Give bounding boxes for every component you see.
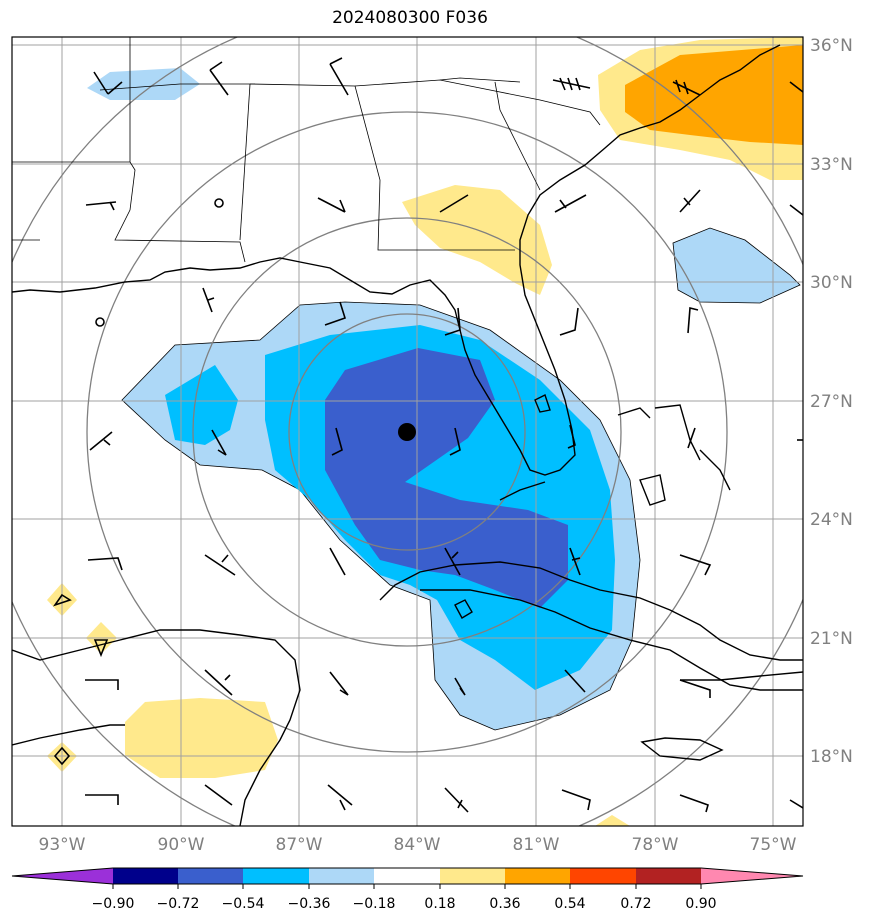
cuba-coast [379,561,803,661]
yellow-region-yucatan [125,698,278,778]
cuba-south [420,589,803,691]
pine-island [454,599,473,619]
colorbar-segment [570,868,636,884]
colorbar-segment-extend-min [12,868,113,884]
colorbar-segment [440,868,505,884]
lon-tick-label: 78°W [632,835,679,855]
jamaica [640,737,724,761]
medium-blue-west-blob [165,365,238,445]
dark-blue-region [325,348,568,608]
lat-tick-label: 30°N [810,273,853,293]
map-title: 2024080300 F036 [332,8,488,28]
light-blue-region-atlantic [672,227,801,304]
light-blue-region-arkansas [87,68,200,100]
storm-center-marker [398,423,416,441]
wind-barbs [52,57,803,813]
lon-tick-label: 84°W [394,835,441,855]
bahamas-4 [699,449,731,491]
colorbar-segment [374,868,440,884]
yellow-region-bottom [595,815,630,826]
lon-tick-label: 93°W [39,835,86,855]
lon-tick-label: 81°W [513,835,560,855]
colorbar-tick-label: −0.90 [92,896,135,912]
yellow-region-north-florida [402,185,552,295]
lat-tick-label: 36°N [810,36,853,56]
colorbar-tick-label: −0.18 [353,896,396,912]
colorbar-tick-label: 0.90 [685,896,716,912]
bahamas-1 [617,407,651,419]
lat-tick-label: 27°N [810,392,853,412]
lake [534,394,551,413]
lat-tick-label: 24°N [810,510,853,530]
colorbar-segment-extend-max [701,868,803,884]
colorbar-segment [113,868,178,884]
lon-tick-label: 90°W [158,835,205,855]
colorbar-tick-label: −0.36 [288,896,331,912]
orange-region-carolinas [625,45,803,145]
colorbar-tick-label: −0.72 [157,896,200,912]
colorbar-tick-label: 0.54 [554,896,585,912]
colorbar-segment [243,868,309,884]
lon-tick-labels: 93°W 90°W 87°W 84°W 81°W 78°W 75°W [39,835,797,855]
colorbar-tick-label: 0.36 [489,896,520,912]
colorbar-segment [178,868,243,884]
lat-tick-labels: 36°N 33°N 30°N 27°N 24°N 21°N 18°N [810,36,853,767]
shaded-field [47,37,803,826]
colorbar-segment [309,868,374,884]
bahamas-2 [654,404,701,461]
colorbar-segment [636,868,701,884]
colorbar: −0.90 −0.72 −0.54 −0.36 −0.18 0.18 0.36 … [11,867,804,912]
gulf-coast [12,44,781,476]
colorbar-segment [505,868,570,884]
colorbar-tick-label: 0.18 [424,896,455,912]
colorbar-tick-label: 0.72 [620,896,651,912]
lon-tick-label: 75°W [750,835,797,855]
lon-tick-label: 87°W [276,835,323,855]
yucatan-coast [12,629,301,826]
gridlines [12,37,803,826]
bahamas-3 [639,474,666,506]
hispaniola [680,671,803,681]
colorbar-tick-label: −0.54 [222,896,265,912]
lat-tick-label: 21°N [810,629,853,649]
keys [499,481,546,501]
map-frame [11,36,804,827]
map-panel [12,37,803,826]
lat-tick-label: 18°N [810,747,853,767]
lat-tick-label: 33°N [810,155,853,175]
range-rings [12,37,803,826]
state-borders [12,37,601,263]
central-america [12,724,125,746]
coastlines [12,44,803,826]
